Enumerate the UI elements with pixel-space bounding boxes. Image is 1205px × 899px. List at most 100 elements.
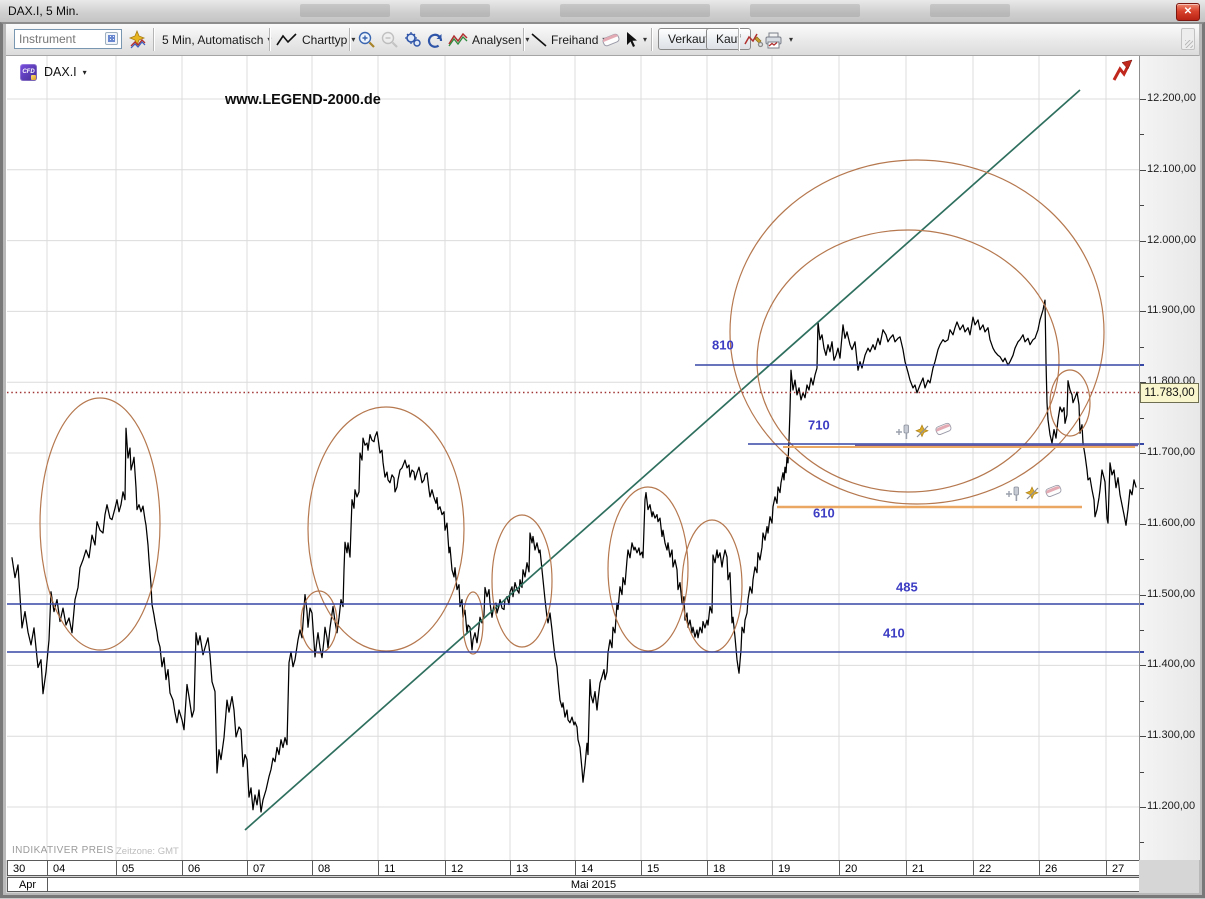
edit-wand-icon: [915, 424, 929, 438]
annotation-ellipse[interactable]: [607, 486, 689, 652]
y-axis-label: 11.500,00: [1147, 587, 1196, 600]
toolbar-separator: [738, 28, 739, 51]
chevron-down-icon: ▾: [351, 35, 356, 44]
timeframe-label: 5 Min, Automatisch: [162, 32, 264, 47]
y-axis-minor-tick: [1140, 134, 1144, 136]
titlebar-smudge: [420, 4, 490, 17]
timezone-note: Zeitzone: GMT: [116, 846, 179, 857]
freihand-dropdown[interactable]: Freihand ▾: [530, 24, 606, 55]
y-axis-label: 12.100,00: [1147, 162, 1196, 175]
titlebar-smudge: [300, 4, 390, 17]
current-price-tag: 11.783,00: [1140, 383, 1199, 403]
instrument-input[interactable]: [14, 29, 122, 49]
chart-settings-gear-icon[interactable]: [403, 24, 425, 55]
y-axis-level-mark: [1140, 364, 1144, 366]
date-cell: 06: [182, 860, 248, 876]
price-line: [11, 299, 1137, 813]
chart-tools-icon[interactable]: [744, 24, 764, 55]
y-axis-level-mark: [1140, 651, 1144, 653]
chart-plot-area[interactable]: [6, 56, 1139, 860]
y-axis-tick: [1140, 311, 1146, 313]
annotation-ellipse[interactable]: [1049, 369, 1091, 437]
annotation-ellipse[interactable]: [39, 397, 161, 651]
date-cell: 12: [445, 860, 511, 876]
annotation-tools-cluster[interactable]: [896, 422, 952, 439]
y-axis-label: 12.000,00: [1147, 233, 1196, 246]
date-cell: 22: [973, 860, 1040, 876]
analysen-dropdown[interactable]: Analysen ▾: [448, 24, 529, 55]
edit-wand-icon: [1025, 486, 1039, 500]
zoom-out-button[interactable]: [380, 24, 400, 55]
annotation-ellipse[interactable]: [491, 514, 553, 648]
month-cell: Apr: [7, 877, 48, 892]
month-cell: Mai 2015: [47, 877, 1140, 892]
y-axis-tick: [1140, 523, 1146, 525]
titlebar-smudge: [930, 4, 1010, 17]
window-title: DAX.I, 5 Min.: [8, 4, 79, 18]
y-axis-level-mark: [1140, 443, 1144, 445]
price-axis[interactable]: 12.200,00 12.100,00 12.000,00 11.900,00 11.8…: [1139, 56, 1200, 860]
instrument-picker-icon[interactable]: [105, 32, 118, 45]
date-cell: 15: [641, 860, 708, 876]
undo-icon[interactable]: [426, 24, 446, 55]
date-axis[interactable]: 30 04 05 06 07 08 11 12 13 14 15 18 19 20 21 22 26 27 Apr M…: [6, 860, 1140, 893]
titlebar[interactable]: DAX.I, 5 Min. ✕: [0, 0, 1205, 23]
charttype-dropdown[interactable]: Charttyp ▾: [276, 24, 355, 55]
charttype-label: Charttyp: [302, 32, 348, 47]
chevron-down-icon: ▾: [525, 35, 530, 44]
y-axis-minor-tick: [1140, 205, 1144, 207]
zoom-in-button[interactable]: [357, 24, 377, 55]
y-axis-minor-tick: [1140, 346, 1144, 348]
move-tool-icon: [896, 429, 902, 435]
annotation-ellipse[interactable]: [756, 229, 1060, 493]
titlebar-smudge: [560, 4, 710, 17]
annotation-tools-cluster[interactable]: [1006, 484, 1062, 501]
annotation-ellipse[interactable]: [307, 406, 465, 652]
toolbar-separator: [523, 28, 524, 51]
date-cell: 05: [116, 860, 183, 876]
date-cell: 18: [707, 860, 773, 876]
close-button[interactable]: ✕: [1176, 3, 1200, 21]
toolbar-separator: [269, 28, 270, 51]
hline-label: 410: [883, 626, 905, 641]
y-axis-minor-tick: [1140, 417, 1144, 419]
chevron-down-icon: ▾: [789, 35, 794, 44]
symbol-selector[interactable]: CFD DAX.I ▾: [20, 63, 87, 81]
toolbar-separator: [651, 28, 652, 51]
chevron-down-icon: ▾: [643, 35, 648, 44]
signal-arrow-icon: [1112, 59, 1133, 81]
eraser-icon: [935, 422, 952, 435]
kauf-button[interactable]: Kauf: [706, 28, 751, 50]
verkauf-button[interactable]: Verkauf: [658, 28, 719, 50]
print-chart-dropdown[interactable]: ▾: [763, 24, 793, 55]
favorite-chart-icon[interactable]: [128, 24, 148, 55]
date-cell: 08: [312, 860, 379, 876]
trendline[interactable]: [244, 89, 1081, 831]
y-axis-label: 11.400,00: [1147, 658, 1196, 671]
date-cell: 27: [1106, 860, 1140, 876]
annotation-ellipse[interactable]: [729, 159, 1105, 505]
tool-handle-icon: [903, 424, 909, 434]
y-axis-tick: [1140, 99, 1146, 100]
y-axis-minor-tick: [1140, 771, 1144, 773]
y-axis-minor-tick: [1140, 559, 1144, 561]
toolbar: 5 Min, Automatisch ▾ Charttyp ▾: [6, 24, 1199, 56]
printer-icon: [765, 32, 782, 48]
eraser-icon[interactable]: [600, 24, 622, 55]
y-axis-tick: [1140, 594, 1146, 596]
toolbar-scrollbar[interactable]: [1181, 28, 1195, 50]
cursor-tool[interactable]: ▾: [623, 24, 647, 55]
y-axis-label: 11.300,00: [1147, 729, 1196, 742]
y-axis-minor-tick: [1140, 700, 1144, 702]
indicative-price-note: INDIKATIVER PREIS: [12, 845, 114, 856]
move-tool-icon: [1006, 491, 1012, 497]
toolbar-separator: [349, 28, 350, 51]
annotation-ellipse[interactable]: [462, 591, 484, 655]
y-axis-tick: [1140, 665, 1146, 667]
analysen-label: Analysen: [472, 32, 522, 47]
timeframe-dropdown[interactable]: 5 Min, Automatisch ▾: [162, 24, 271, 55]
date-cell: 11: [378, 860, 446, 876]
line-chart-icon: [276, 32, 297, 45]
